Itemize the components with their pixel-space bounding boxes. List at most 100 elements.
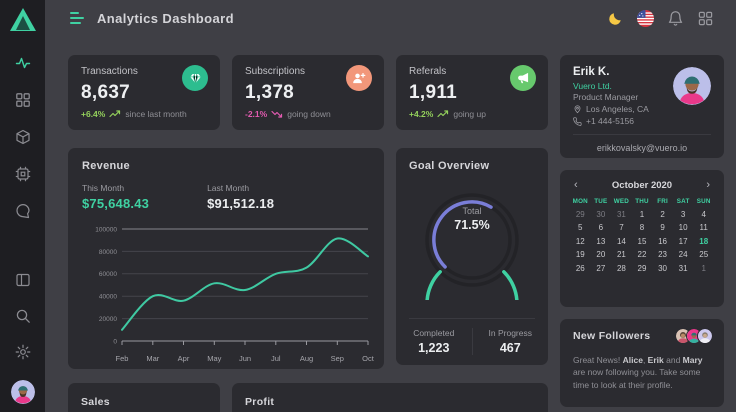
chat-icon[interactable]: [15, 203, 31, 219]
megaphone-icon: [510, 65, 536, 91]
revenue-card: Revenue This Month $75,648.43 Last Month…: [68, 148, 384, 369]
goal-completed: Completed 1,223: [396, 328, 472, 355]
notifications-bell-icon[interactable]: [667, 10, 684, 27]
calendar-day[interactable]: 30: [658, 263, 668, 273]
calendar-day[interactable]: 21: [616, 250, 626, 259]
svg-text:Mar: Mar: [146, 354, 159, 363]
this-month-value: $75,648.43: [82, 196, 150, 211]
sales-title: Sales: [81, 396, 110, 408]
calendar-day[interactable]: 1: [639, 209, 645, 219]
followers-title: New Followers: [573, 330, 651, 342]
calendar-day[interactable]: 26: [575, 263, 585, 273]
search-icon[interactable]: [15, 308, 31, 324]
svg-text:80000: 80000: [99, 249, 117, 256]
cpu-icon[interactable]: [15, 166, 31, 182]
calendar-day[interactable]: 1: [701, 263, 706, 273]
profile-company: Vuero Ltd.: [573, 81, 612, 91]
stat-value: 1,911: [409, 82, 457, 103]
package-icon[interactable]: [15, 129, 31, 145]
calendar-day[interactable]: 28: [616, 263, 626, 273]
calendar-day[interactable]: 29: [575, 209, 585, 219]
calendar-day[interactable]: 15: [637, 236, 647, 246]
app-logo-icon[interactable]: [8, 6, 38, 33]
calendar-day[interactable]: 8: [639, 223, 645, 232]
calendar-day[interactable]: 25: [699, 250, 709, 259]
gauge-outer-arc: [425, 270, 519, 300]
calendar-day[interactable]: 22: [637, 250, 647, 259]
calendar-day[interactable]: 31: [616, 209, 626, 219]
calendar-day-header: MON: [572, 198, 588, 205]
calendar-day[interactable]: 31: [678, 263, 688, 273]
calendar-day[interactable]: 27: [596, 263, 606, 273]
calendar-day[interactable]: 17: [678, 236, 688, 246]
calendar-day[interactable]: 3: [680, 209, 686, 219]
apps-grid-icon[interactable]: [697, 10, 714, 27]
calendar-day[interactable]: 9: [660, 223, 665, 232]
calendar-day-header: FRI: [657, 198, 668, 205]
profile-role: Product Manager: [573, 92, 639, 102]
goal-gauge: Total 71.5%: [412, 180, 532, 300]
calendar-card: ‹ October 2020 › MON TUE WED THU FRI SAT SUN 29…: [560, 170, 724, 307]
calendar-grid: MON TUE WED THU FRI SAT SUN 29 30 31 1 2 3 4 5 6 7 8 9 10 11…: [570, 198, 714, 273]
calendar-day[interactable]: 5: [578, 223, 583, 232]
sidebar-bottom-nav: [10, 272, 35, 404]
calendar-month-label: October 2020: [611, 180, 673, 191]
sidebar-nav: [15, 55, 31, 219]
in-progress-value: 467: [499, 341, 521, 355]
svg-text:Oct: Oct: [362, 354, 375, 363]
calendar-day[interactable]: 6: [598, 223, 604, 232]
calendar-next-icon[interactable]: ›: [706, 179, 710, 191]
svg-text:May: May: [207, 354, 221, 363]
transactions-card: Transactions 8,637 +6.4% since last mont…: [68, 55, 220, 130]
calendar-day[interactable]: 29: [637, 263, 647, 273]
user-avatar[interactable]: [10, 380, 35, 404]
calendar-day[interactable]: 2: [660, 209, 665, 219]
calendar-day[interactable]: 14: [616, 236, 626, 246]
calendar-day[interactable]: 19: [575, 250, 585, 259]
calendar-day[interactable]: 30: [596, 209, 606, 219]
stat-delta: +4.2%: [409, 109, 434, 119]
subscriptions-card: Subscriptions 1,378 -2.1% going down: [232, 55, 384, 130]
svg-text:20000: 20000: [99, 316, 117, 323]
calendar-day[interactable]: 16: [658, 236, 668, 246]
profit-title: Profit: [245, 396, 275, 408]
followers-avatar-stack: [675, 328, 713, 344]
grid-icon[interactable]: [15, 92, 31, 108]
trend-up-icon: [109, 110, 121, 118]
calendar-day[interactable]: 11: [699, 223, 708, 232]
activity-icon[interactable]: [15, 55, 31, 71]
sidebar: [0, 0, 45, 412]
page-title: Analytics Dashboard: [97, 10, 234, 26]
stat-delta: +6.4%: [81, 109, 106, 119]
svg-text:Feb: Feb: [116, 354, 129, 363]
goal-overview-card: Goal Overview Total 71.5% Completed 1,22…: [396, 148, 548, 365]
calendar-day[interactable]: 10: [678, 223, 688, 232]
profit-card: Profit: [232, 383, 548, 412]
this-month-label: This Month: [82, 183, 125, 193]
calendar-day[interactable]: 4: [701, 209, 706, 219]
calendar-day[interactable]: 20: [596, 250, 606, 259]
dark-mode-moon-icon[interactable]: [607, 10, 624, 27]
svg-text:Apr: Apr: [178, 354, 190, 363]
calendar-day[interactable]: 12: [575, 236, 585, 246]
calendar-day[interactable]: 24: [678, 250, 688, 259]
language-us-flag-icon[interactable]: [637, 9, 654, 27]
gauge-inner-arc: [432, 200, 493, 269]
follower-avatar-mary[interactable]: [697, 328, 713, 344]
menu-toggle-icon[interactable]: [70, 12, 86, 24]
settings-gear-icon[interactable]: [15, 344, 31, 360]
last-month-block: Last Month $91,512.18: [207, 183, 274, 211]
svg-text:40000: 40000: [99, 294, 117, 301]
calendar-day[interactable]: 13: [596, 236, 606, 246]
calendar-day[interactable]: 7: [619, 223, 624, 232]
panels-icon[interactable]: [15, 272, 31, 288]
calendar-day-selected[interactable]: 18: [699, 236, 709, 246]
calendar-day[interactable]: 23: [658, 250, 668, 259]
this-month-block: This Month $75,648.43: [82, 183, 149, 211]
calendar-prev-icon[interactable]: ‹: [574, 179, 578, 191]
stat-delta: -2.1%: [245, 109, 268, 119]
goal-divider: [409, 318, 535, 319]
profile-name: Erik K.: [573, 66, 610, 78]
profile-email[interactable]: erikkovalsky@vuero.io: [596, 143, 688, 153]
calendar-day-header: SAT: [676, 198, 690, 205]
